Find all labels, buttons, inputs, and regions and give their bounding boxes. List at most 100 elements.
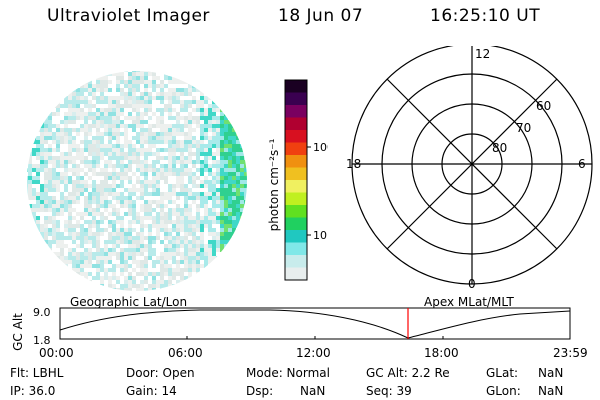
disk-pixel [200, 88, 204, 92]
disk-pixel [200, 136, 204, 140]
disk-pixel [72, 96, 76, 100]
disk-pixel [76, 88, 80, 92]
disk-pixel [140, 100, 144, 104]
disk-pixel [120, 216, 124, 220]
disk-pixel [216, 144, 220, 148]
disk-pixel [120, 144, 124, 148]
disk-pixel [88, 252, 92, 256]
disk-pixel [140, 216, 144, 220]
disk-pixel [160, 120, 164, 124]
disk-pixel [76, 96, 80, 100]
disk-pixel [200, 96, 204, 100]
disk-pixel [52, 204, 56, 208]
disk-pixel [148, 148, 152, 152]
disk-pixel [184, 144, 188, 148]
disk-pixel [136, 288, 140, 291]
disk-pixel [96, 144, 100, 148]
disk-pixel [176, 268, 180, 272]
disk-pixel [148, 224, 152, 228]
disk-pixel [188, 112, 192, 116]
disk-pixel [92, 192, 96, 196]
disk-pixel [176, 80, 180, 84]
disk-pixel [116, 156, 120, 160]
disk-pixel [68, 208, 72, 212]
disk-pixel [140, 244, 144, 248]
disk-pixel [172, 252, 176, 256]
disk-pixel [116, 100, 120, 104]
disk-pixel [60, 120, 64, 124]
disk-pixel [124, 236, 128, 240]
disk-pixel [152, 192, 156, 196]
disk-pixel [124, 140, 128, 144]
disk-pixel [160, 132, 164, 136]
disk-pixel [128, 160, 132, 164]
disk-pixel [92, 184, 96, 188]
disk-pixel [216, 136, 220, 140]
disk-pixel [84, 116, 88, 120]
disk-pixel [204, 176, 208, 180]
disk-pixel [124, 196, 128, 200]
disk-pixel [144, 216, 148, 220]
disk-pixel [84, 132, 88, 136]
disk-pixel [104, 132, 108, 136]
disk-pixel [208, 144, 212, 148]
disk-pixel [168, 248, 172, 252]
disk-pixel [184, 120, 188, 124]
disk-pixel [112, 220, 116, 224]
disk-pixel [96, 112, 100, 116]
disk-pixel [236, 160, 240, 164]
disk-pixel [208, 256, 212, 260]
disk-pixel [124, 128, 128, 132]
disk-pixel [192, 220, 196, 224]
disk-pixel [232, 148, 236, 152]
disk-pixel [96, 100, 100, 104]
disk-pixel [196, 156, 200, 160]
disk-pixel [172, 200, 176, 204]
disk-pixel [192, 116, 196, 120]
disk-pixel [76, 168, 80, 172]
disk-pixel [216, 220, 220, 224]
disk-pixel [152, 184, 156, 188]
disk-pixel [32, 168, 36, 172]
disk-pixel [76, 184, 80, 188]
disk-pixel [192, 252, 196, 256]
disk-pixel [84, 232, 88, 236]
disk-pixel [192, 260, 196, 264]
disk-pixel [168, 116, 172, 120]
disk-pixel [52, 136, 56, 140]
disk-pixel [176, 180, 180, 184]
disk-pixel [76, 220, 80, 224]
disk-pixel [184, 108, 188, 112]
disk-pixel [168, 268, 172, 272]
disk-pixel [196, 252, 200, 256]
disk-pixel [56, 256, 60, 260]
disk-pixel [140, 240, 144, 244]
disk-pixel [104, 80, 108, 84]
disk-pixel [216, 196, 220, 200]
disk-pixel [192, 172, 196, 176]
disk-pixel [224, 132, 228, 136]
disk-pixel [132, 88, 136, 92]
disk-pixel [172, 184, 176, 188]
disk-pixel [212, 200, 216, 204]
disk-pixel [164, 196, 168, 200]
disk-pixel [176, 100, 180, 104]
disk-pixel [184, 88, 188, 92]
disk-pixel [192, 240, 196, 244]
disk-pixel [100, 192, 104, 196]
disk-pixel [104, 216, 108, 220]
disk-pixel [116, 144, 120, 148]
disk-pixel [224, 224, 228, 228]
disk-pixel [48, 200, 52, 204]
disk-pixel [240, 184, 244, 188]
disk-pixel [44, 116, 48, 120]
disk-pixel [108, 224, 112, 228]
disk-pixel [104, 208, 108, 212]
disk-pixel [104, 144, 108, 148]
disk-pixel [132, 172, 136, 176]
disk-pixel [28, 184, 32, 188]
disk-pixel [72, 252, 76, 256]
disk-pixel [176, 96, 180, 100]
disk-pixel [60, 136, 64, 140]
disk-pixel [96, 172, 100, 176]
